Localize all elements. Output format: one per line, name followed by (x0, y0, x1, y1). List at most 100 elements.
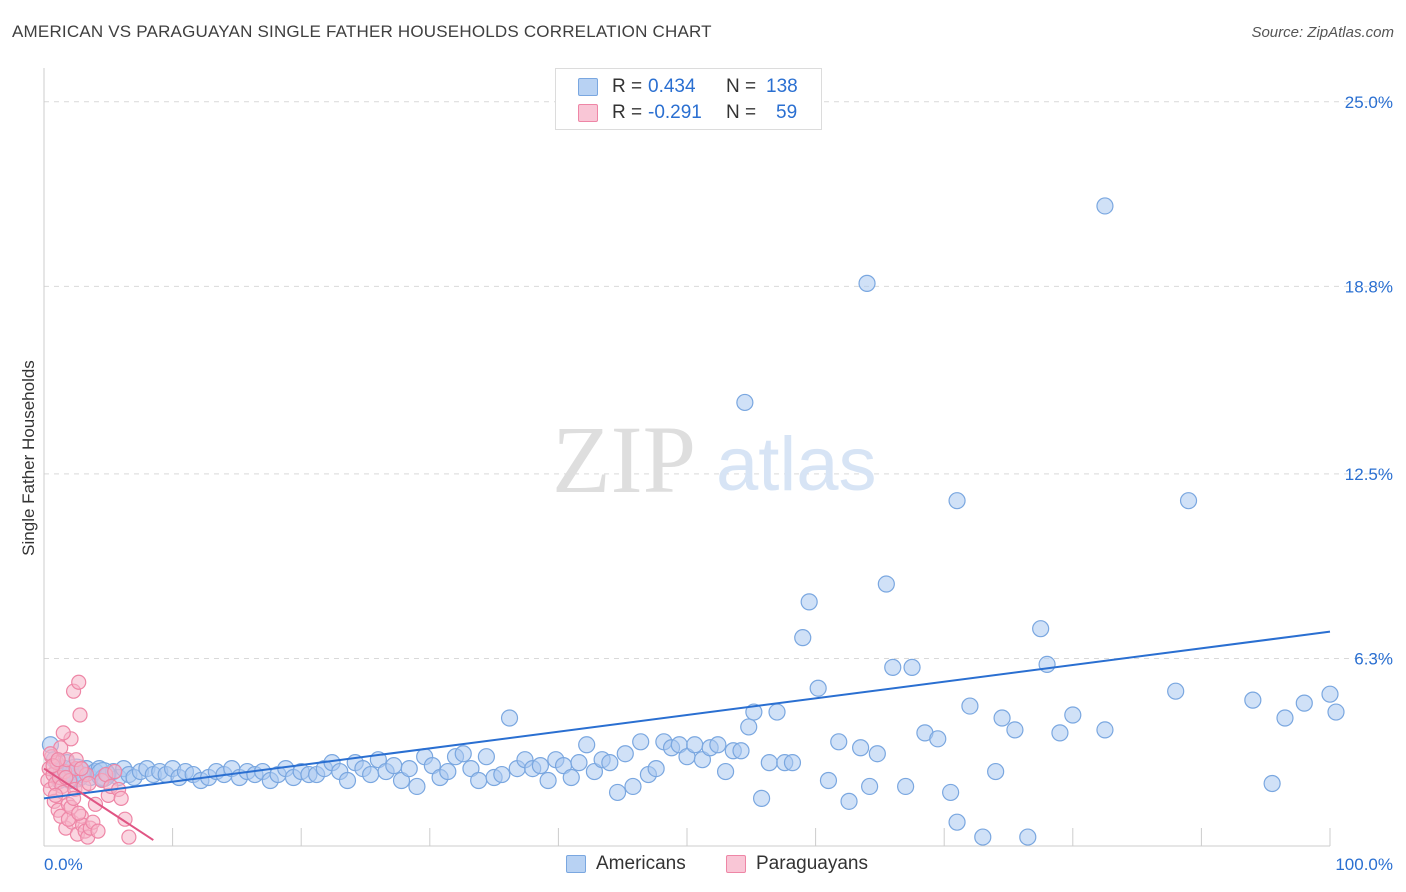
paraguayans-point-36 (90, 823, 106, 839)
americans-point-100 (732, 742, 750, 760)
paraguayans-swatch (578, 104, 598, 122)
y-tick-label-1: 12.5% (1345, 465, 1393, 484)
americans-point-118 (884, 658, 902, 676)
americans-point-120 (903, 658, 921, 676)
paraguayans-point-58 (73, 760, 89, 777)
americans-point-143 (1179, 492, 1198, 510)
americans-point-115 (861, 777, 879, 796)
americans-point-122 (929, 730, 947, 748)
americans-point-105 (768, 703, 786, 721)
americans-point-62 (439, 762, 457, 781)
watermark-atlas: atlas (716, 422, 877, 507)
paraguayans-point-25 (72, 707, 88, 723)
americans-point-126 (974, 828, 992, 846)
americans-point-107 (783, 754, 802, 772)
americans-point-104 (760, 754, 778, 772)
axes (43, 68, 1331, 847)
americans-point-57 (400, 759, 418, 778)
americans-point-78 (562, 768, 580, 787)
americans-point-98 (716, 762, 735, 781)
paraguayans-point-45 (121, 829, 137, 845)
americans-point-102 (745, 703, 763, 721)
x-tick-label-0: 0.0% (44, 855, 83, 874)
paraguayans-trend-line (43, 767, 154, 841)
watermark-zip: ZIP (552, 406, 696, 513)
americans-point-52 (362, 765, 380, 784)
legend-row-paraguayans: R = -0.291 N = 59 (578, 100, 797, 126)
r-label: R = (612, 76, 643, 97)
americans-point-125 (961, 697, 979, 715)
americans-point-101 (740, 718, 758, 736)
americans-point-147 (948, 492, 966, 510)
americans-point-66 (470, 771, 488, 790)
americans-point-114 (852, 739, 870, 757)
americans-point-123 (942, 783, 960, 802)
americans-point-113 (840, 792, 858, 810)
americans-point-131 (1032, 620, 1050, 638)
americans-point-58 (408, 777, 426, 796)
legend-row-americans: R = 0.434 N = 138 (578, 74, 798, 100)
y-tick-label-0: 6.3% (1354, 649, 1393, 668)
americans-point-139 (1295, 694, 1313, 712)
n-label: N = (726, 102, 757, 123)
americans-point-128 (993, 709, 1011, 727)
americans-point-111 (819, 771, 838, 790)
r-value: -0.291 (648, 102, 702, 123)
americans-point-119 (897, 777, 915, 796)
y-tick-label-3: 25.0% (1345, 93, 1393, 112)
americans-point-117 (877, 575, 895, 593)
americans-point-87 (632, 733, 650, 751)
americans-point-141 (1327, 703, 1345, 721)
r-value: 0.434 (648, 76, 696, 97)
americans-point-116 (868, 745, 886, 763)
paraguayans-point-51 (55, 725, 71, 741)
americans-point-69 (493, 765, 511, 784)
americans-point-142 (1167, 682, 1185, 700)
tick-labels: 6.3% 12.5% 18.8% 25.0% 0.0% 100.0% (44, 93, 1393, 874)
americans-point-70 (500, 709, 519, 727)
americans-point-108 (794, 629, 812, 647)
americans-point-137 (1263, 774, 1281, 793)
americans-point-64 (454, 745, 472, 763)
americans-point-67 (477, 748, 495, 766)
americans-point-94 (686, 736, 704, 754)
legend-paraguayans: Paraguayans (726, 852, 868, 876)
americans-point-74 (531, 757, 549, 775)
paraguayans-point-43 (113, 790, 129, 806)
legend-americans: Americans (566, 852, 686, 876)
americans-swatch (578, 78, 598, 96)
n-value: 59 (776, 102, 798, 123)
americans-point-129 (1006, 721, 1024, 739)
americans-point-109 (800, 593, 818, 611)
americans-trend-line (43, 630, 1331, 800)
americans-point-136 (1244, 691, 1262, 709)
americans-point-80 (578, 736, 596, 754)
americans-point-86 (624, 777, 642, 796)
paraguayans-point-57 (71, 805, 87, 821)
americans-points (41, 197, 1345, 846)
americans-point-56 (392, 771, 411, 790)
americans-point-146 (736, 393, 754, 412)
americans-point-140 (1321, 685, 1339, 703)
americans-point-84 (608, 783, 627, 802)
americans-point-95 (693, 751, 712, 769)
paraguayans-points (40, 674, 137, 845)
americans-point-127 (987, 762, 1005, 781)
y-tick-label-2: 18.8% (1345, 277, 1393, 296)
americans-point-83 (601, 754, 619, 772)
trend-lines (43, 630, 1331, 841)
chart-title: AMERICAN VS PARAGUAYAN SINGLE FATHER HOU… (12, 22, 712, 41)
paraguayans-point-24 (71, 674, 87, 690)
americans-point-144 (1096, 197, 1114, 215)
americans-point-97 (709, 736, 727, 754)
americans-point-130 (1019, 828, 1037, 846)
y-axis-label: Single Father Households (19, 360, 38, 556)
paraguayans-legend-swatch (726, 855, 746, 873)
americans-legend-swatch (566, 855, 586, 873)
n-label: N = (726, 76, 757, 97)
paraguayans-point-32 (81, 775, 97, 792)
americans-point-55 (385, 757, 403, 775)
americans-point-79 (570, 754, 588, 772)
americans-point-124 (948, 813, 966, 831)
